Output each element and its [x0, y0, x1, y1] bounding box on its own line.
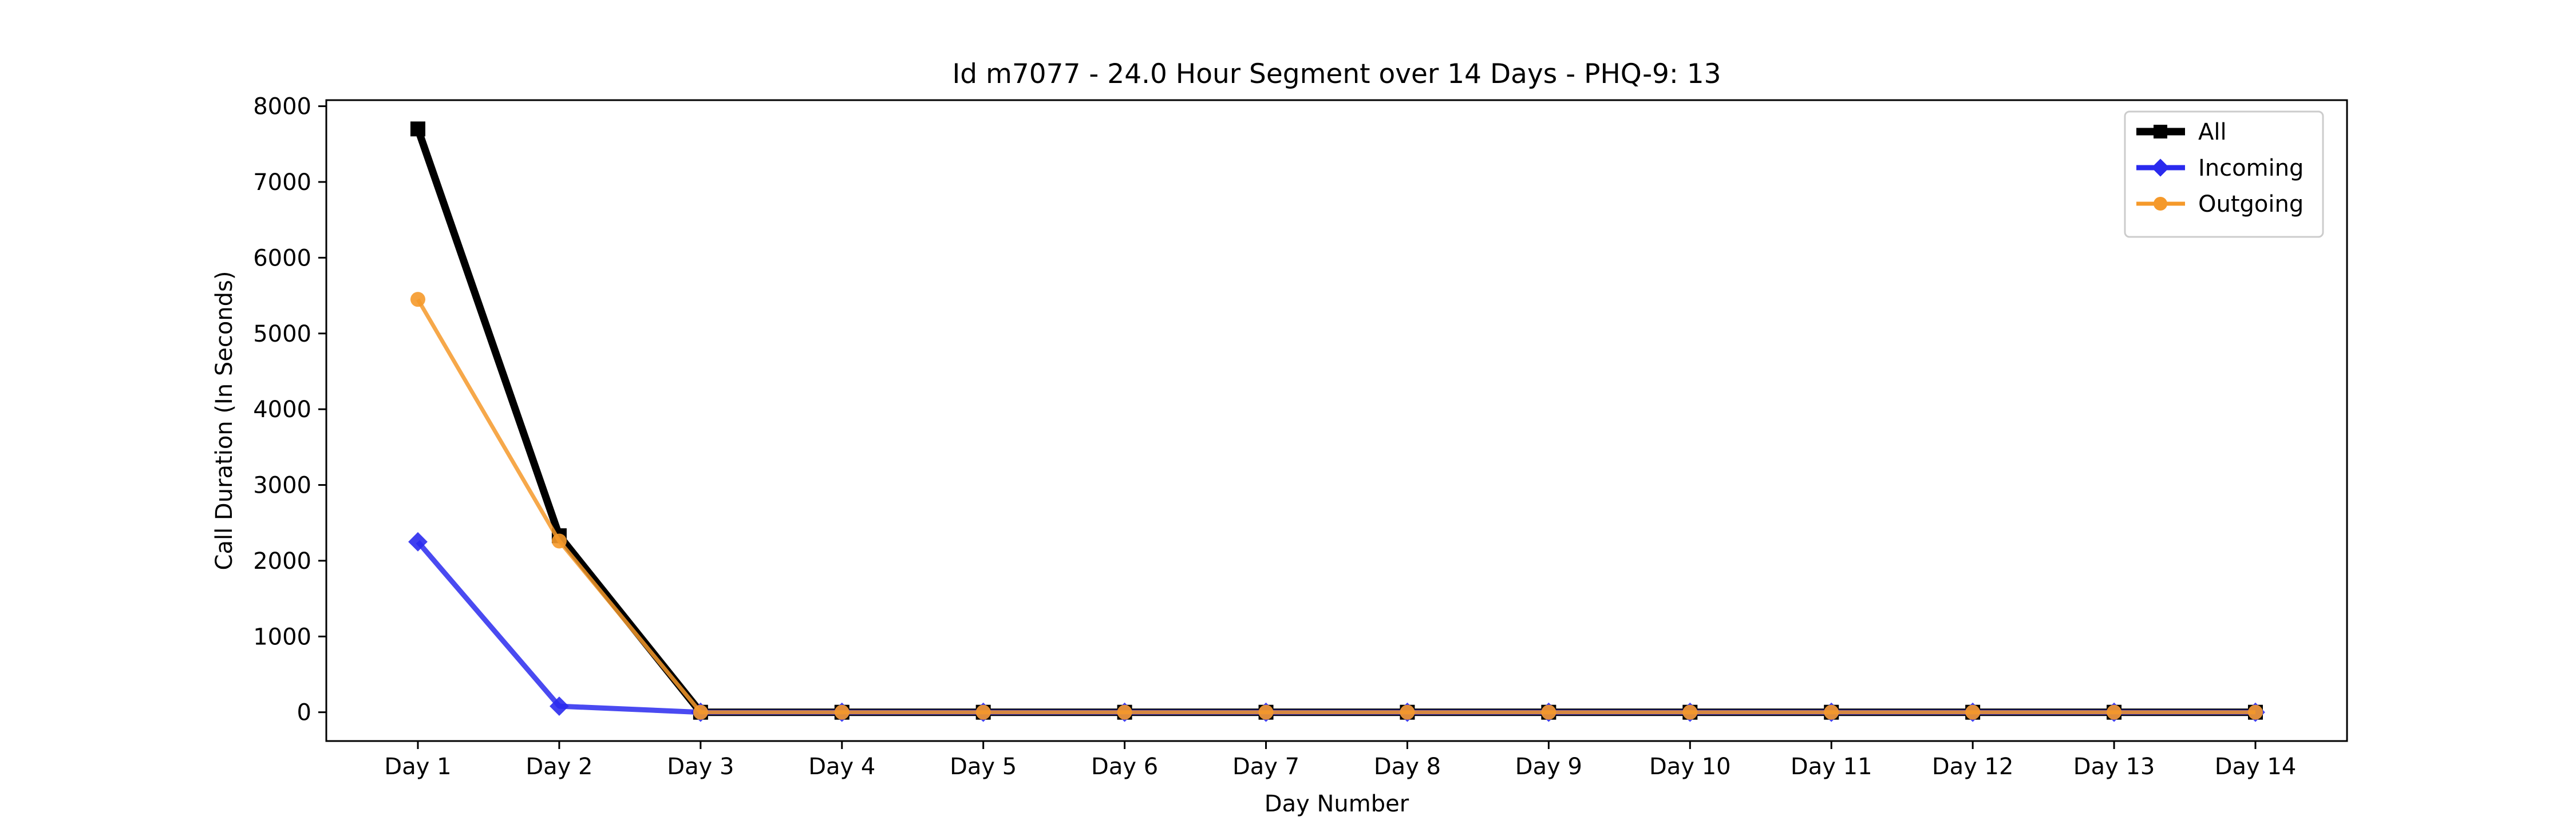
y-tick-label: 6000: [253, 245, 311, 271]
data-point-outgoing: [1965, 704, 1981, 720]
data-point-outgoing: [975, 704, 991, 720]
data-point-outgoing: [551, 533, 567, 549]
y-tick-label: 3000: [253, 473, 311, 499]
legend-marker-all: [2154, 125, 2167, 138]
data-point-outgoing: [410, 292, 425, 307]
x-axis-label: Day Number: [1265, 791, 1409, 817]
x-axis-ticks: Day 1 Day 2 Day 3 Day 4 Day 5 Day 6 Day 7 Day 8…: [384, 741, 2296, 780]
series-all: [410, 121, 2263, 720]
x-tick-label: Day 5: [950, 754, 1017, 780]
x-tick-label: Day 13: [2073, 754, 2155, 780]
y-axis-label: Call Duration (In Seconds): [211, 271, 238, 571]
series-line-outgoing: [416, 298, 2255, 715]
x-tick-label: Day 9: [1515, 754, 1582, 780]
legend-label-incoming: Incoming: [2198, 155, 2304, 181]
y-tick-label: 4000: [253, 397, 311, 423]
data-point-incoming: [550, 696, 569, 716]
data-point-outgoing: [1824, 704, 1839, 720]
x-tick-label: Day 6: [1091, 754, 1158, 780]
x-tick-label: Day 1: [384, 754, 451, 780]
x-tick-label: Day 4: [808, 754, 875, 780]
data-point-outgoing: [2248, 704, 2263, 720]
x-tick-label: Day 3: [667, 754, 734, 780]
y-axis-ticks: 0 1000 2000 3000 4000 5000 6000 7000 8000: [253, 94, 326, 726]
data-point-outgoing: [693, 704, 708, 720]
data-point-outgoing: [1258, 704, 1274, 720]
x-tick-label: Day 10: [1649, 754, 1731, 780]
y-tick-label: 0: [297, 700, 311, 726]
chart-title: Id m7077 - 24.0 Hour Segment over 14 Day…: [952, 58, 1721, 90]
legend-label-all: All: [2198, 119, 2227, 145]
x-tick-label: Day 14: [2215, 754, 2297, 780]
x-tick-label: Day 12: [1932, 754, 2014, 780]
x-tick-label: Day 7: [1232, 754, 1299, 780]
series-line-all: [414, 128, 2255, 716]
y-tick-label: 5000: [253, 321, 311, 347]
series-line-incoming: [416, 540, 2255, 715]
y-tick-label: 7000: [253, 169, 311, 196]
x-tick-label: Day 8: [1374, 754, 1441, 780]
data-point-outgoing: [1400, 704, 1415, 720]
data-point-incoming: [408, 532, 428, 552]
y-tick-label: 8000: [253, 94, 311, 120]
legend-label-outgoing: Outgoing: [2198, 191, 2304, 217]
data-point-outgoing: [1541, 704, 1556, 720]
legend: All Incoming Outgoing: [2124, 110, 2324, 238]
y-tick-label: 1000: [253, 624, 311, 650]
series-layer: [408, 121, 2265, 722]
plot-area-frame: [325, 99, 2348, 742]
data-point-all: [410, 121, 425, 137]
x-tick-label: Day 2: [526, 754, 592, 780]
data-point-outgoing: [1117, 704, 1132, 720]
x-tick-label: Day 11: [1791, 754, 1872, 780]
legend-marker-outgoing: [2154, 197, 2167, 211]
data-point-outgoing: [834, 704, 850, 720]
data-point-outgoing: [2107, 704, 2122, 720]
series-outgoing: [410, 292, 2263, 720]
legend-marker-incoming: [2151, 159, 2170, 177]
data-point-outgoing: [1682, 704, 1698, 720]
y-tick-label: 2000: [253, 548, 311, 575]
